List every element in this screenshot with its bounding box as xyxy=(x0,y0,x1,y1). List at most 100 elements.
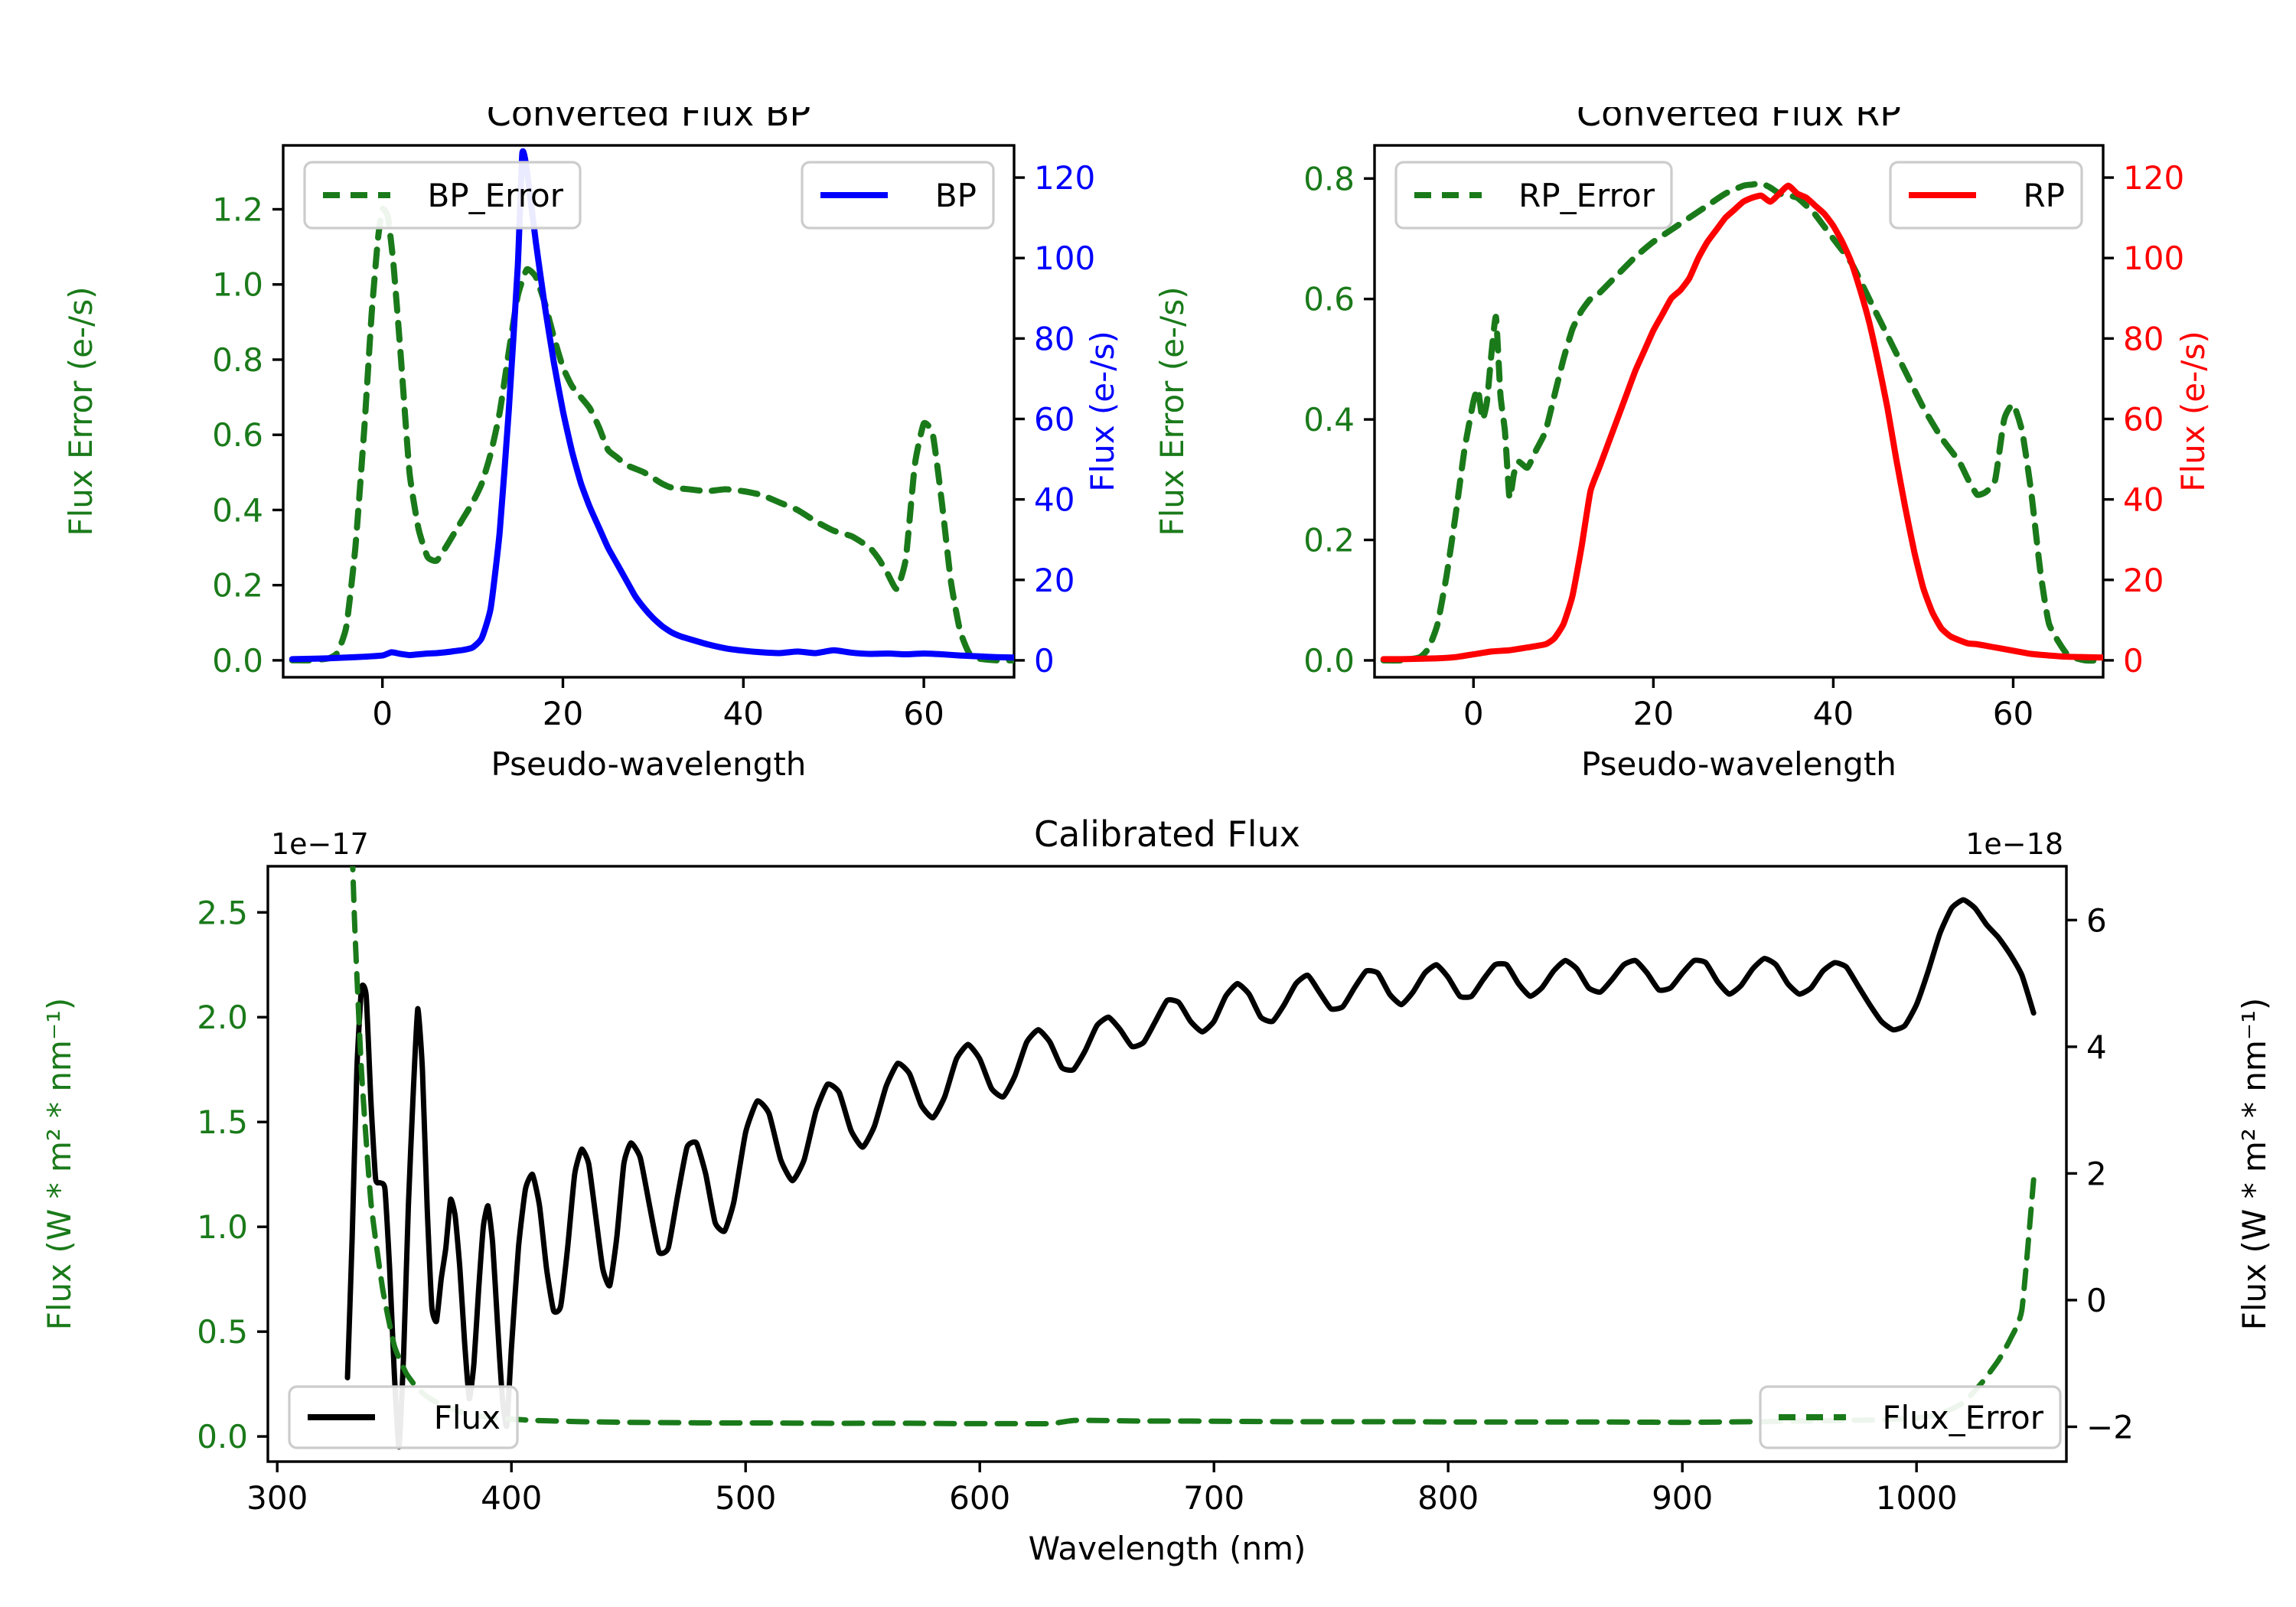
y-tick-label-left: 2.0 xyxy=(197,999,248,1036)
x-tick-label: 1000 xyxy=(1876,1479,1958,1517)
legend-label: BP xyxy=(935,177,977,214)
axes-frame xyxy=(282,144,1016,679)
y-tick-label-left: 2.5 xyxy=(197,894,248,931)
x-axis-label: Pseudo-wavelength xyxy=(1581,745,1896,783)
y-axis-label-right: Flux (e-/s) xyxy=(1084,331,1121,491)
bp-plot-svg: Converted Flux BP 0 20 40 60 Pseudo-wavelengt… xyxy=(62,107,1121,783)
axes-frame xyxy=(1373,144,2105,679)
legend-bp_error: BP_Error xyxy=(303,161,582,230)
x-tick-label: 40 xyxy=(723,695,764,732)
x-tick-label: 900 xyxy=(1652,1479,1713,1517)
legend-rp_error: RP_Error xyxy=(1394,161,1673,230)
y-tick-label-left: 0.0 xyxy=(1303,642,1355,680)
series-line-rp xyxy=(1380,182,2103,663)
calibrated-plot-svg: Calibrated Flux 1e−17 1e−18 300 400 500 600 700… xyxy=(41,819,2273,1567)
y-tick-label-right: 60 xyxy=(2123,400,2164,438)
legend-box xyxy=(801,161,995,230)
x-tick-label: 0 xyxy=(372,695,393,732)
x-tick-label: 40 xyxy=(1813,695,1854,732)
right-axis-offset-text: 1e−18 xyxy=(1965,827,2063,861)
legend-box xyxy=(303,161,582,230)
y-tick-label-right: 40 xyxy=(2123,481,2164,519)
series-line-flux xyxy=(344,897,2037,1450)
y-tick-label-left: 1.2 xyxy=(212,191,263,228)
legend-box xyxy=(1889,161,2083,230)
legend-flux: Flux xyxy=(288,1385,519,1449)
y-tick-label-left: 0.4 xyxy=(1303,401,1355,438)
axes-frame xyxy=(266,865,2068,1463)
x-tick-label: 20 xyxy=(543,695,583,732)
panel-converted-flux-bp: Converted Flux BP 0 20 40 60 Pseudo-wavelengt… xyxy=(0,107,1148,842)
y-tick-label-right: 4 xyxy=(2086,1028,2107,1066)
y-tick-label-left: 0.8 xyxy=(1303,160,1355,197)
y-tick-label-right: 0 xyxy=(1034,642,1055,680)
legend-flux_error: Flux_Error xyxy=(1759,1385,2062,1449)
x-tick-label: 600 xyxy=(949,1479,1010,1517)
y-tick-label-right: 20 xyxy=(2123,562,2164,599)
y-axis-label-right: Flux (W * m² * nm⁻¹) xyxy=(2236,998,2273,1331)
legend-label: BP_Error xyxy=(427,177,563,214)
y-tick-label-left: 0.6 xyxy=(212,416,263,454)
x-tick-label: 700 xyxy=(1183,1479,1244,1517)
x-tick-label: 400 xyxy=(481,1479,542,1517)
y-tick-label-left: 1.0 xyxy=(212,266,263,304)
y-tick-label-left: 1.5 xyxy=(197,1103,248,1141)
y-tick-label-left: 0.6 xyxy=(1303,281,1355,318)
legend-label: RP xyxy=(2023,177,2065,214)
x-tick-label: 60 xyxy=(1993,695,2033,732)
plot-title: Calibrated Flux xyxy=(1034,819,1300,855)
series-line-bp xyxy=(289,148,1014,663)
y-tick-label-right: 0 xyxy=(2123,642,2144,680)
panel-calibrated-flux: Calibrated Flux 1e−17 1e−18 300 400 500 600 700… xyxy=(0,819,2296,1607)
series-line-flux_error xyxy=(350,866,2037,1426)
y-axis-label-right: Flux (e-/s) xyxy=(2174,331,2212,491)
legend-box xyxy=(1759,1385,2062,1449)
y-tick-label-right: 60 xyxy=(1034,400,1075,438)
y-tick-label-right: 40 xyxy=(1034,481,1075,519)
y-tick-label-left: 0.8 xyxy=(212,341,263,379)
y-tick-label-right: 80 xyxy=(2123,320,2164,357)
legend-box xyxy=(288,1385,519,1449)
legend-rp: RP xyxy=(1889,161,2083,230)
y-tick-label-left: 0.2 xyxy=(212,567,263,605)
y-tick-label-right: 6 xyxy=(2086,901,2107,939)
y-tick-label-right: 2 xyxy=(2086,1155,2107,1192)
x-axis-label: Wavelength (nm) xyxy=(1029,1530,1306,1567)
y-tick-label-right: 100 xyxy=(1034,240,1095,277)
x-tick-label: 20 xyxy=(1633,695,1674,732)
y-tick-label-left: 0.0 xyxy=(212,642,263,680)
legend-label: RP_Error xyxy=(1518,177,1655,214)
y-tick-label-right: 120 xyxy=(2123,159,2184,197)
y-tick-label-right: 80 xyxy=(1034,320,1075,357)
x-tick-label: 800 xyxy=(1417,1479,1479,1517)
legend-box xyxy=(1394,161,1673,230)
series-line-rp_error xyxy=(1380,180,2103,664)
legend-label: Flux_Error xyxy=(1882,1399,2043,1436)
y-tick-label-left: 0.2 xyxy=(1303,522,1355,559)
y-tick-label-left: 0.0 xyxy=(197,1418,248,1455)
y-axis-label-left: Flux Error (e-/s) xyxy=(62,286,99,536)
series-line-bp_error xyxy=(289,205,1014,663)
x-tick-label: 300 xyxy=(246,1479,308,1517)
left-axis-offset-text: 1e−17 xyxy=(271,827,369,861)
y-tick-label-right: 100 xyxy=(2123,240,2184,277)
y-tick-label-left: 1.0 xyxy=(197,1208,248,1246)
y-axis-label-left: Flux (W * m² * nm⁻¹) xyxy=(41,998,78,1331)
x-tick-label: 60 xyxy=(903,695,944,732)
legend-label: Flux xyxy=(434,1399,501,1436)
x-tick-label: 500 xyxy=(715,1479,776,1517)
x-axis-label: Pseudo-wavelength xyxy=(491,745,807,783)
plot-title: Converted Flux BP xyxy=(487,107,811,134)
y-tick-label-left: 0.5 xyxy=(197,1313,248,1351)
y-tick-label-right: −2 xyxy=(2086,1408,2134,1446)
y-axis-label-left: Flux Error (e-/s) xyxy=(1153,286,1191,536)
y-tick-label-right: 20 xyxy=(1034,562,1075,599)
rp-plot-svg: Converted Flux RP 0 20 40 60 Pseudo-wavelengt… xyxy=(1153,107,2212,783)
y-tick-label-right: 0 xyxy=(2086,1282,2107,1319)
y-tick-label-left: 0.4 xyxy=(212,491,263,529)
legend-bp: BP xyxy=(801,161,995,230)
panel-converted-flux-rp: Converted Flux RP 0 20 40 60 Pseudo-wavelengt… xyxy=(1133,107,2296,842)
plot-title: Converted Flux RP xyxy=(1577,107,1901,134)
x-tick-label: 0 xyxy=(1463,695,1484,732)
